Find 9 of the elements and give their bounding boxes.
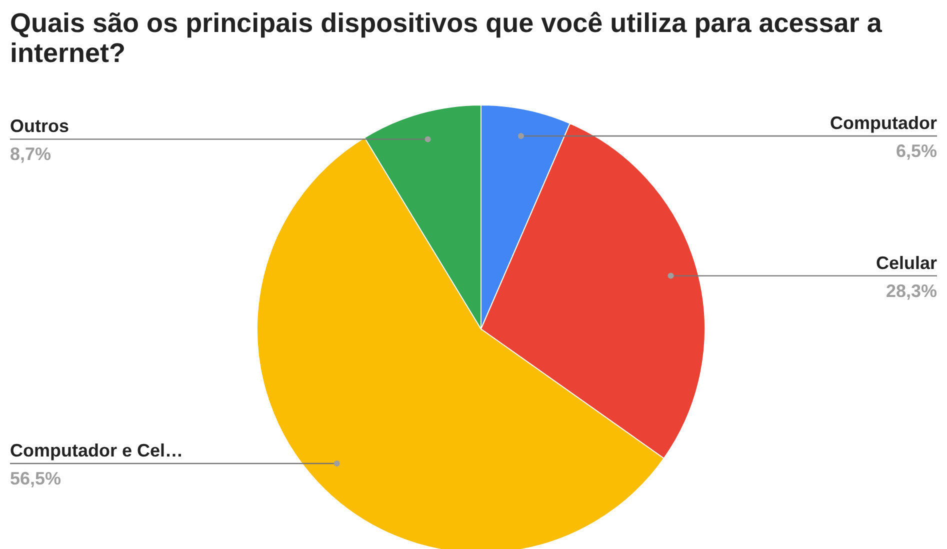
slice-label: Computador e Cel… xyxy=(10,440,184,460)
slice-label: Computador xyxy=(830,112,937,133)
chart-title: Quais são os principais dispositivos que você utiliza para acessar a internet? xyxy=(10,8,883,68)
data-label: 56,5% xyxy=(10,468,62,488)
data-label: 8,7% xyxy=(10,144,52,164)
slice-label: Outros xyxy=(10,116,70,136)
data-label: 28,3% xyxy=(886,280,937,301)
data-label: 6,5% xyxy=(896,140,937,161)
slice-label: Celular xyxy=(876,252,937,273)
